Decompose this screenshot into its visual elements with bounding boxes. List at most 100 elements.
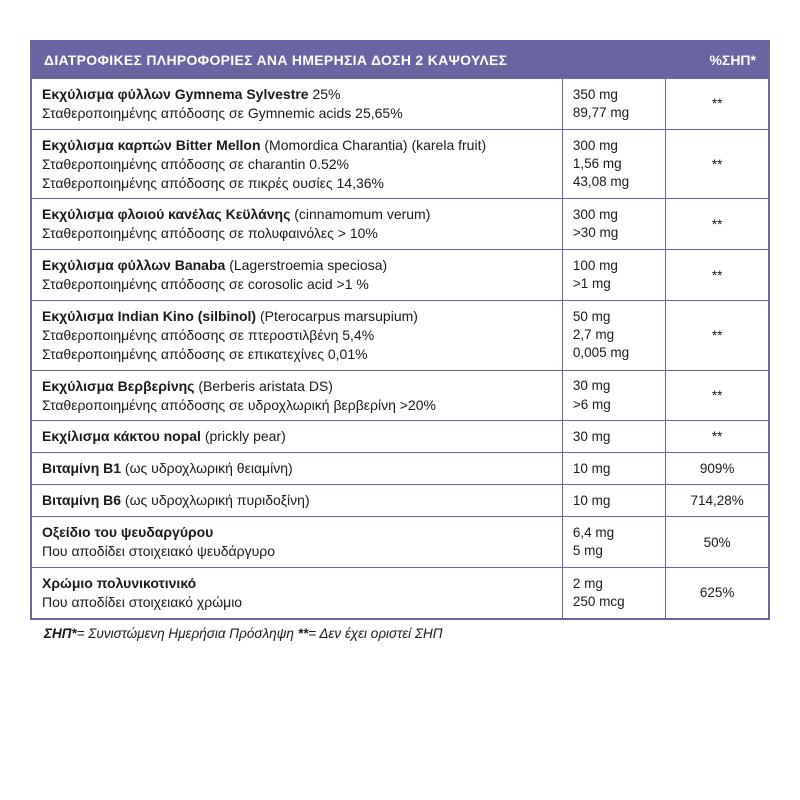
ingredient-detail: (cinnamomum verum) [290,206,430,222]
footnote-stars-text: = Δεν έχει οριστεί ΣΗΠ [308,626,442,641]
pct-cell: ** [666,421,769,453]
ingredient-name: Εκχύλισμα καρπών Bitter Mellon [42,137,261,153]
ingredient-description: Χρώμιο πολυνικοτινικό Που αποδίδει στοιχε… [31,567,562,618]
amount-cell: 10 mg [562,453,665,485]
pct-cell: ** [666,129,769,199]
amount-cell: 300 mg >30 mg [562,199,665,250]
pct-cell: ** [666,250,769,301]
amount-value: 50 mg [573,309,611,324]
amount-value: 43,08 mg [573,174,629,189]
ingredient-detail: (prickly pear) [201,428,286,444]
ingredient-detail: Σταθεροποιημένης απόδοσης σε πτεροστιλβέ… [42,327,374,343]
ingredient-detail: Σταθεροποιημένης απόδοσης σε πολυφαινόλε… [42,225,378,241]
ingredient-detail: Σταθεροποιημένης απόδοσης σε Gymnemic ac… [42,105,403,121]
ingredient-detail: (ως υδροχλωρική πυριδοξίνη) [121,492,310,508]
pct-cell: ** [666,301,769,371]
ingredient-description: Εκχύλισμα Βερβερίνης (Berberis aristata … [31,370,562,421]
ingredient-name: Βιταμίνη B1 [42,460,121,476]
ingredient-description: Βιταμίνη B1 (ως υδροχλωρική θειαμίνη) [31,453,562,485]
amount-value: 2 mg [573,576,603,591]
amount-value: 300 mg [573,138,618,153]
ingredient-name: Εκχύλισμα φύλλων Banaba [42,257,225,273]
table-row: Οξείδιο του ψευδαργύρου Που αποδίδει στοι… [31,517,769,568]
table-row: Εκχύλισμα φλοιού κανέλας Κεϋλάνης (cinna… [31,199,769,250]
ingredient-detail: Σταθεροποιημένης απόδοσης σε corosolic a… [42,276,369,292]
pct-cell: ** [666,199,769,250]
amount-value: 5 mg [573,543,603,558]
ingredient-description: Εκχύλισμα Indian Kino (silbinol) (Pteroc… [31,301,562,371]
amount-value: 0,005 mg [573,345,629,360]
pct-cell: 50% [666,517,769,568]
ingredient-name: Χρώμιο πολυνικοτινικό [42,575,196,591]
ingredient-detail: (Momordica Charantia) (karela fruit) [261,137,487,153]
table-row: Εκχύλισμα Βερβερίνης (Berberis aristata … [31,370,769,421]
footnote-stars-label: ** [298,626,309,641]
ingredient-name: Εκχύλισμα φύλλων Gymnema Sylvestre [42,86,309,102]
ingredient-description: Εκχύλισμα φλοιού κανέλας Κεϋλάνης (cinna… [31,199,562,250]
ingredient-name: Εκχύλισμα Indian Kino (silbinol) [42,308,256,324]
table-row: Βιταμίνη B1 (ως υδροχλωρική θειαμίνη) 10 … [31,453,769,485]
table-row: Βιταμίνη B6 (ως υδροχλωρική πυριδοξίνη) 1… [31,485,769,517]
amount-cell: 100 mg>1 mg [562,250,665,301]
pct-cell: ** [666,79,769,130]
ingredient-detail: Που αποδίδει στοιχειακό ψευδάργυρο [42,543,275,559]
amount-value: 300 mg [573,207,618,222]
ingredient-description: Εκχύλισμα φύλλων Banaba (Lagerstroemia s… [31,250,562,301]
amount-value: 350 mg [573,87,618,102]
header-title: ΔΙΑΤΡΟΦΙΚΕΣ ΠΛΗΡΟΦΟΡΙΕΣ ΑΝΑ ΗΜΕΡΗΣΙΑ ΔΟΣ… [31,41,666,79]
table-row: Εκχίλισμα κάκτου nopal (prickly pear) 30 … [31,421,769,453]
amount-value: 1,56 mg [573,156,622,171]
ingredient-detail: (Lagerstroemia speciosa) [225,257,387,273]
ingredient-detail: (Berberis aristata DS) [194,378,332,394]
amount-cell: 350 mg 89,77 mg [562,79,665,130]
ingredient-description: Οξείδιο του ψευδαργύρου Που αποδίδει στοι… [31,517,562,568]
amount-cell: 10 mg [562,485,665,517]
table-row: Εκχύλισμα Indian Kino (silbinol) (Pteroc… [31,301,769,371]
amount-value: >6 mg [573,397,611,412]
ingredient-detail: Σταθεροποιημένης απόδοσης σε υδροχλωρική… [42,397,436,413]
ingredient-detail: Σταθεροποιημένης απόδοσης σε επικατεχίνε… [42,346,368,362]
header-pct-label: %ΣΗΠ* [666,41,769,79]
pct-cell: 714,28% [666,485,769,517]
amount-cell: 6,4 mg 5 mg [562,517,665,568]
table-row: Εκχύλισμα φύλλων Gymnema Sylvestre 25% Στ… [31,79,769,130]
ingredient-detail: Σταθεροποιημένης απόδοσης σε charantin 0… [42,156,349,172]
ingredient-detail: (ως υδροχλωρική θειαμίνη) [121,460,293,476]
pct-cell: 625% [666,567,769,618]
ingredient-name: Εκχύλισμα φλοιού κανέλας Κεϋλάνης [42,206,290,222]
amount-value: 89,77 mg [573,105,629,120]
amount-value: >30 mg [573,225,618,240]
ingredient-name: Βιταμίνη B6 [42,492,121,508]
ingredient-detail: (Pterocarpus marsupium) [256,308,418,324]
ingredient-description: Εκχίλισμα κάκτου nopal (prickly pear) [31,421,562,453]
amount-cell: 2 mg 250 mcg [562,567,665,618]
ingredient-detail: Που αποδίδει στοιχειακό χρώμιο [42,594,242,610]
amount-cell: 30 mg >6 mg [562,370,665,421]
amount-cell: 300 mg 1,56 mg 43,08 mg [562,129,665,199]
table-header: ΔΙΑΤΡΟΦΙΚΕΣ ΠΛΗΡΟΦΟΡΙΕΣ ΑΝΑ ΗΜΕΡΗΣΙΑ ΔΟΣ… [31,41,769,79]
ingredient-description: Εκχύλισμα καρπών Bitter Mellon (Momordic… [31,129,562,199]
ingredient-description: Βιταμίνη B6 (ως υδροχλωρική πυριδοξίνη) [31,485,562,517]
footnote-shp-text: = Συνιστώμενη Ημερήσια Πρόσληψη [77,626,298,641]
footnote-shp-label: ΣΗΠ* [44,626,77,641]
ingredient-detail: Σταθεροποιημένης απόδοσης σε πικρές ουσί… [42,175,384,191]
table-row: Χρώμιο πολυνικοτινικό Που αποδίδει στοιχε… [31,567,769,618]
amount-cell: 30 mg [562,421,665,453]
amount-value: 250 mcg [573,594,625,609]
amount-cell: 50 mg2,7 mg0,005 mg [562,301,665,371]
amount-value: 10 mg [573,493,611,508]
pct-cell: 909% [666,453,769,485]
amount-value: 30 mg [573,378,611,393]
table-row: Εκχύλισμα φύλλων Banaba (Lagerstroemia s… [31,250,769,301]
ingredient-description: Εκχύλισμα φύλλων Gymnema Sylvestre 25% Στ… [31,79,562,130]
ingredient-name: Εκχίλισμα κάκτου nopal [42,428,201,444]
ingredient-name: Εκχύλισμα Βερβερίνης [42,378,194,394]
amount-value: 10 mg [573,461,611,476]
ingredient-detail: 25% [309,86,341,102]
table-row: Εκχύλισμα καρπών Bitter Mellon (Momordic… [31,129,769,199]
amount-value: 30 mg [573,429,611,444]
ingredient-name: Οξείδιο του ψευδαργύρου [42,524,213,540]
amount-value: 6,4 mg [573,525,614,540]
pct-cell: ** [666,370,769,421]
nutrition-facts-table: ΔΙΑΤΡΟΦΙΚΕΣ ΠΛΗΡΟΦΟΡΙΕΣ ΑΝΑ ΗΜΕΡΗΣΙΑ ΔΟΣ… [30,40,770,620]
